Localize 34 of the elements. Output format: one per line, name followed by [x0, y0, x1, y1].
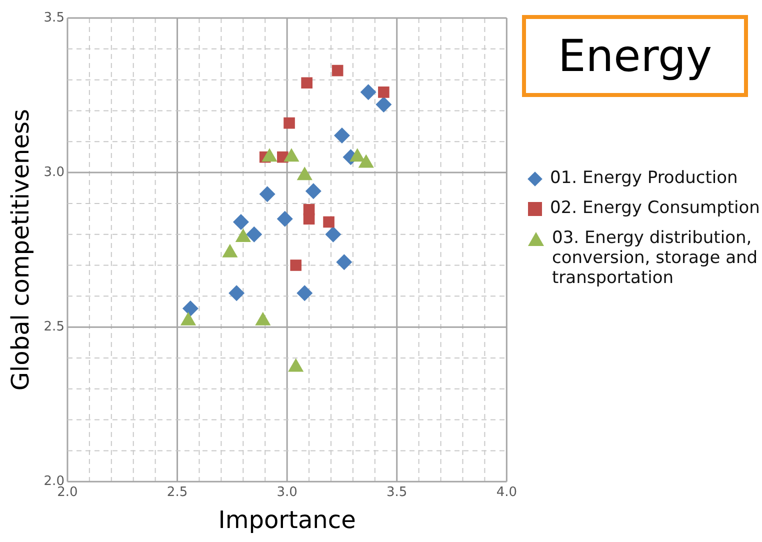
point — [182, 300, 198, 317]
y-tick-label: 3.0 — [44, 164, 64, 180]
x-tick-label: 2.5 — [166, 484, 188, 500]
point — [305, 183, 322, 200]
legend-label: 03. Energy distribution, conversion, storage and transportation — [552, 228, 759, 288]
text: Energy — [522, 15, 748, 97]
x-tick-label: 2.0 — [57, 484, 78, 500]
legend-label: 02. Energy Consumption — [550, 198, 760, 218]
point — [276, 210, 293, 227]
point — [301, 77, 312, 89]
point — [360, 84, 376, 100]
point — [323, 216, 334, 228]
x-axis-title: Importance — [218, 506, 356, 534]
point — [378, 86, 390, 98]
point — [376, 96, 392, 113]
legend-label: 01. Energy Production — [550, 168, 738, 188]
point — [296, 285, 313, 302]
y-axis-title: Global competitiveness — [6, 109, 35, 391]
point — [232, 214, 249, 230]
point — [259, 186, 276, 202]
point — [303, 213, 315, 225]
y-tick-label: 3.5 — [44, 10, 64, 26]
point — [334, 127, 350, 144]
x-tick-label: 3.5 — [386, 484, 408, 500]
point — [290, 260, 302, 271]
point — [336, 254, 352, 270]
point — [325, 226, 342, 242]
point — [332, 64, 344, 76]
x-tick-label: 3.0 — [276, 484, 298, 500]
point — [246, 226, 262, 242]
point — [284, 117, 295, 129]
y-tick-label: 2.5 — [44, 319, 64, 334]
point — [228, 285, 245, 302]
x-tick-label: 4.0 — [496, 484, 518, 500]
